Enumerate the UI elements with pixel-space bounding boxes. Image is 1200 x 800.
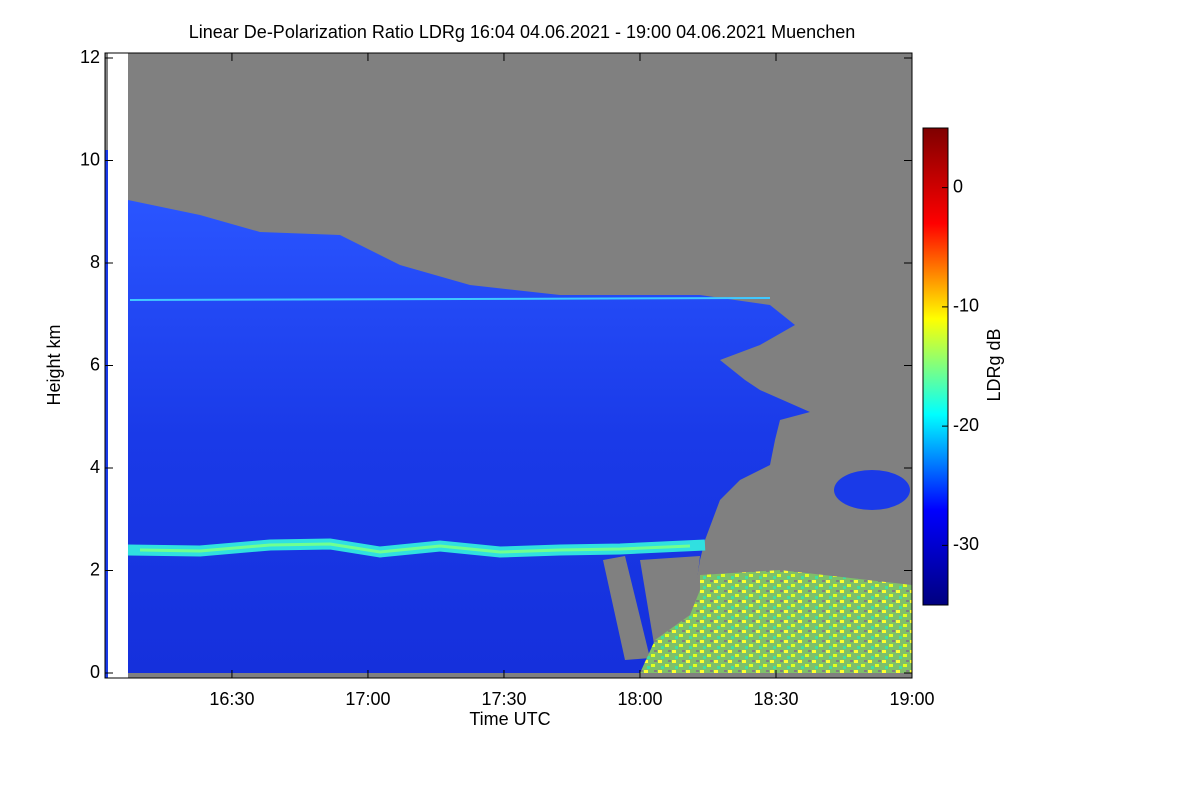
cloud-region [128, 200, 810, 673]
chart-title: Linear De-Polarization Ratio LDRg 16:04 … [189, 22, 855, 42]
x-tick-label: 19:00 [889, 689, 934, 709]
cloud-layer [139, 542, 691, 554]
colorbar [922, 127, 949, 606]
colorbar-tick-label: 0 [953, 176, 963, 196]
colorbar-label: LDRg dB [984, 328, 1004, 401]
y-tick-label: 4 [90, 457, 100, 477]
x-tick-label: 18:00 [617, 689, 662, 709]
gap [603, 556, 650, 660]
x-tick-label: 17:00 [345, 689, 390, 709]
colorbar-tick-label: -20 [953, 415, 979, 435]
y-tick-label: 6 [90, 354, 100, 374]
no-data-strip [108, 53, 128, 678]
x-tick-label: 17:30 [481, 689, 526, 709]
y-tick-label: 12 [80, 47, 100, 67]
x-tick-label: 16:30 [209, 689, 254, 709]
y-axis-label: Height km [44, 324, 64, 405]
cloud-layer [129, 297, 771, 301]
plot-area [104, 52, 913, 679]
cloud-strip [105, 150, 108, 678]
y-tick-label: 0 [90, 662, 100, 682]
cloud-region [834, 470, 910, 510]
colorbar-tick-label: -30 [953, 534, 979, 554]
x-tick-label: 18:30 [753, 689, 798, 709]
colorbar-tick-label: -10 [953, 296, 979, 316]
y-tick-label: 8 [90, 252, 100, 272]
y-tick-label: 10 [80, 149, 100, 169]
noise-region [640, 570, 912, 673]
x-axis-label: Time UTC [469, 709, 550, 729]
y-tick-label: 2 [90, 559, 100, 579]
